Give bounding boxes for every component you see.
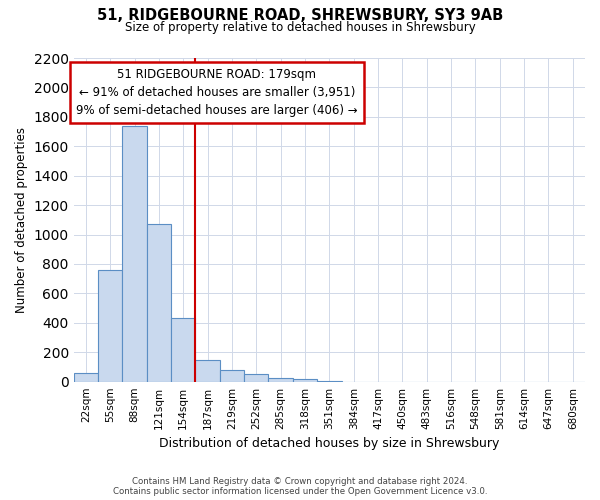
Text: Size of property relative to detached houses in Shrewsbury: Size of property relative to detached ho… xyxy=(125,21,475,34)
Bar xyxy=(98,270,122,382)
Bar xyxy=(147,224,171,382)
Text: 51, RIDGEBOURNE ROAD, SHREWSBURY, SY3 9AB: 51, RIDGEBOURNE ROAD, SHREWSBURY, SY3 9A… xyxy=(97,8,503,22)
Bar xyxy=(220,370,244,382)
Text: Contains HM Land Registry data © Crown copyright and database right 2024.
Contai: Contains HM Land Registry data © Crown c… xyxy=(113,476,487,496)
Bar xyxy=(317,381,341,382)
Bar xyxy=(196,360,220,382)
Y-axis label: Number of detached properties: Number of detached properties xyxy=(15,127,28,313)
Bar xyxy=(122,126,147,382)
X-axis label: Distribution of detached houses by size in Shrewsbury: Distribution of detached houses by size … xyxy=(159,437,500,450)
Bar xyxy=(74,373,98,382)
Bar xyxy=(293,380,317,382)
Text: 51 RIDGEBOURNE ROAD: 179sqm
← 91% of detached houses are smaller (3,951)
9% of s: 51 RIDGEBOURNE ROAD: 179sqm ← 91% of det… xyxy=(76,68,358,116)
Bar xyxy=(171,318,196,382)
Bar xyxy=(244,374,268,382)
Bar xyxy=(268,378,293,382)
